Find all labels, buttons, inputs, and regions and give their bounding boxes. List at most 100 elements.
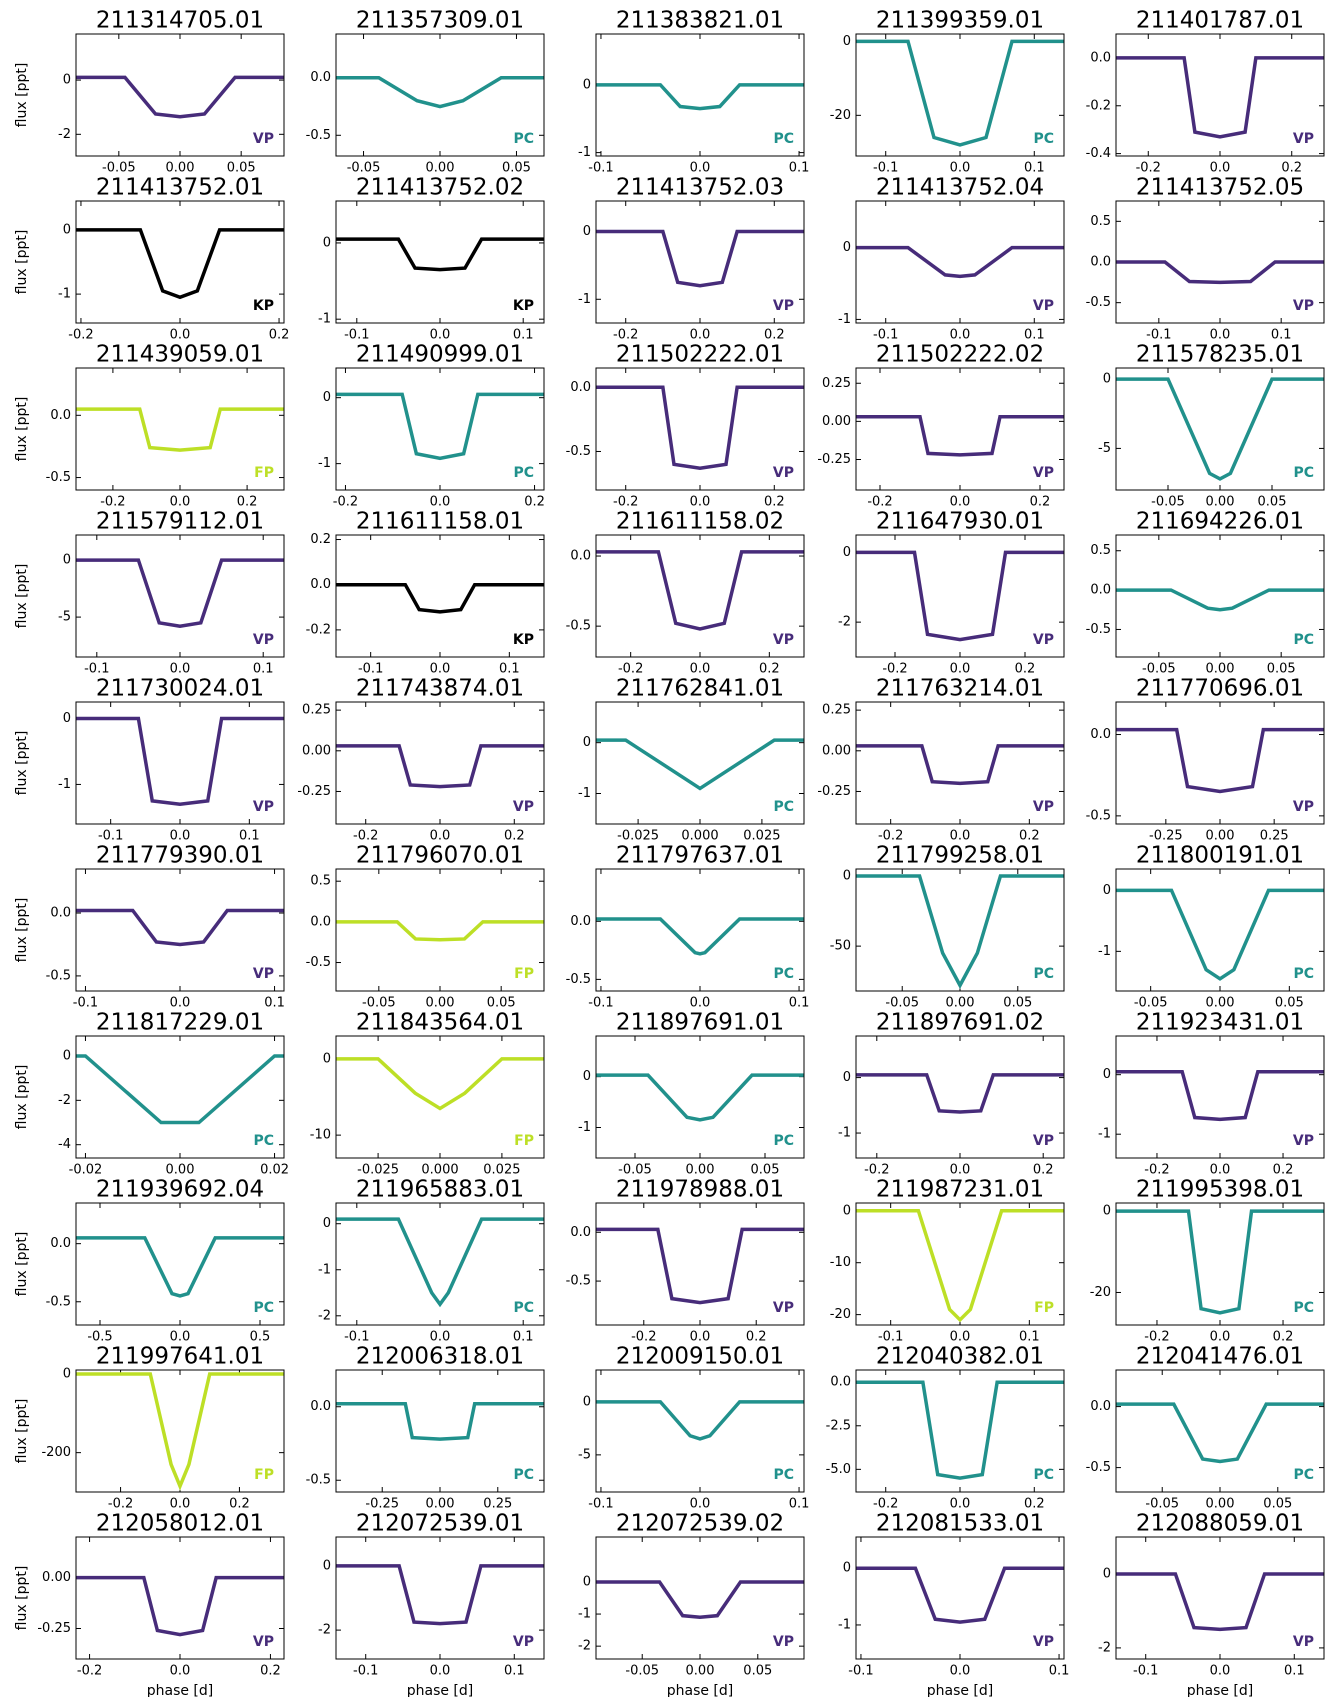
x-tick-label: 0.2 <box>1030 495 1051 510</box>
y-tick-label: 0 <box>843 545 851 560</box>
x-tick-label: 0.2 <box>260 1664 281 1679</box>
panel-title: 211413752.01 <box>96 175 264 201</box>
x-tick-label: 0.1 <box>1271 328 1292 343</box>
y-tick-label: -0.25 <box>817 784 851 799</box>
x-tick-label: -0.2 <box>1144 1330 1169 1345</box>
panel: 211611158.01 -0.1 0.0 0.1 0.2 0.0 -0.2 KP <box>306 509 545 677</box>
panel-title: 211939692.04 <box>96 1177 264 1203</box>
y-tick-label: -1 <box>318 312 331 327</box>
y-tick-label: 0 <box>1103 372 1111 387</box>
y-tick-label: 0 <box>843 1203 851 1218</box>
y-tick-label: 0 <box>583 1394 591 1409</box>
plot-frame <box>855 1369 1065 1493</box>
x-tick-label: 0.02 <box>260 1163 289 1178</box>
panel: 211357309.01 -0.05 0.00 0.05 0.0 -0.5 PC <box>306 8 545 176</box>
y-tick-label: -10 <box>830 1255 851 1270</box>
x-tick-label: 0.1 <box>239 829 260 844</box>
class-label: VP <box>253 1634 274 1650</box>
class-label: VP <box>1033 1634 1054 1650</box>
model-curve <box>856 744 1064 786</box>
y-tick-label: -0.5 <box>306 955 331 970</box>
class-label: FP <box>514 966 534 982</box>
plot-frame <box>1115 33 1325 157</box>
panel: 212040382.01 -0.2 0.0 0.2 0.0 -2.5 -5.0 PC <box>826 1344 1065 1512</box>
x-tick-label: 0.2 <box>269 328 290 343</box>
class-label: FP <box>254 1467 274 1483</box>
panel-title: 212072539.02 <box>616 1511 784 1537</box>
model-curve <box>1116 888 1324 981</box>
x-tick-label: 0.2 <box>1033 1163 1054 1178</box>
class-label: VP <box>1293 799 1314 815</box>
plot-frame <box>855 33 1065 157</box>
plot-frame <box>1115 1202 1325 1326</box>
class-label: KP <box>253 298 274 314</box>
class-label: KP <box>513 298 534 314</box>
model-curve <box>1116 1572 1324 1632</box>
panel: 211939692.04 -0.5 0.0 0.5 0.0 -0.5 PC flux [ppt… <box>14 1177 285 1345</box>
y-tick-label: 0 <box>63 1048 71 1063</box>
y-tick-label: -5 <box>578 1447 591 1462</box>
x-tick-label: 0.2 <box>504 829 525 844</box>
model-curve <box>596 1400 804 1441</box>
y-tick-label: -0.5 <box>1086 622 1111 637</box>
x-tick-label: -0.2 <box>108 1497 133 1512</box>
y-tick-label: 0.0 <box>570 380 591 395</box>
panel-title: 212009150.01 <box>616 1344 784 1370</box>
y-tick-label: 0.0 <box>570 1225 591 1240</box>
plot-frame <box>75 1035 285 1159</box>
model-curve <box>336 1217 544 1308</box>
x-tick-label: 0.0 <box>690 328 711 343</box>
y-tick-label: -2 <box>1098 1640 1111 1655</box>
plot-frame <box>855 868 1065 992</box>
panel: 211413752.01 -0.2 0.0 0.2 0 -1 KP flux [ppt] <box>14 175 289 343</box>
panel: 211383821.01 -0.1 0.0 0.1 0 -1 PC <box>578 8 809 176</box>
panel-title: 211987231.01 <box>876 1177 1044 1203</box>
class-label: VP <box>773 465 794 481</box>
model-curve <box>336 237 544 272</box>
y-tick-label: -1 <box>578 1607 591 1622</box>
class-label: PC <box>513 131 534 147</box>
panel-title: 211357309.01 <box>356 8 524 34</box>
class-label: PC <box>773 799 794 815</box>
y-tick-label: 0 <box>1103 1067 1111 1082</box>
y-tick-label: -4 <box>58 1137 71 1152</box>
class-label: VP <box>1033 799 1054 815</box>
y-tick-label: 0.0 <box>1090 50 1111 65</box>
panel-title: 211694226.01 <box>1136 509 1304 535</box>
model-curve <box>336 1402 544 1441</box>
y-tick-label: 0 <box>323 1216 331 1231</box>
y-tick-label: -0.5 <box>566 972 591 987</box>
class-label: PC <box>253 1300 274 1316</box>
panel-title: 211578235.01 <box>1136 342 1304 368</box>
panel: 211314705.01 -0.05 0.00 0.05 0 -2 VP flux [ppt] <box>14 8 285 176</box>
class-label: VP <box>253 131 274 147</box>
panel-title: 211413752.02 <box>356 175 524 201</box>
plot-frame <box>75 367 285 491</box>
plot-frame <box>1115 367 1325 491</box>
x-tick-label: 0.000 <box>681 829 718 844</box>
panel: 211762841.01 -0.025 0.000 0.025 0 -1 PC <box>578 676 805 844</box>
panel-title: 211799258.01 <box>876 843 1044 869</box>
y-tick-label: -2 <box>838 615 851 630</box>
x-tick-label: 0.2 <box>1273 1163 1294 1178</box>
class-label: KP <box>513 632 534 648</box>
panel: 211897691.02 -0.2 0.0 0.2 0 -1 VP <box>838 1010 1065 1178</box>
plot-frame <box>595 1536 805 1660</box>
x-tick-label: 0.0 <box>170 662 191 677</box>
x-tick-label: -0.1 <box>873 161 898 176</box>
class-label: PC <box>1033 131 1054 147</box>
panel-title: 211413752.04 <box>876 175 1044 201</box>
panel: 211611158.02 -0.2 0.0 0.2 0.0 -0.5 VP <box>566 509 805 677</box>
x-tick-label: 0.0 <box>690 662 711 677</box>
class-label: VP <box>1033 632 1054 648</box>
y-tick-label: 0 <box>1103 1566 1111 1581</box>
x-tick-label: 0.0 <box>170 1664 191 1679</box>
y-axis-label: flux [ppt] <box>14 898 30 963</box>
panel-title: 211995398.01 <box>1136 1177 1304 1203</box>
panel: 211797637.01 -0.1 0.0 0.1 0.0 -0.5 PC <box>566 843 810 1011</box>
y-tick-label: -0.5 <box>306 1473 331 1488</box>
x-tick-label: 0.1 <box>253 662 274 677</box>
panel-title: 211800191.01 <box>1136 843 1304 869</box>
model-curve <box>856 550 1064 642</box>
panel: 211743874.01 -0.2 0.0 0.2 0.25 0.00 -0.25 VP <box>297 676 545 844</box>
